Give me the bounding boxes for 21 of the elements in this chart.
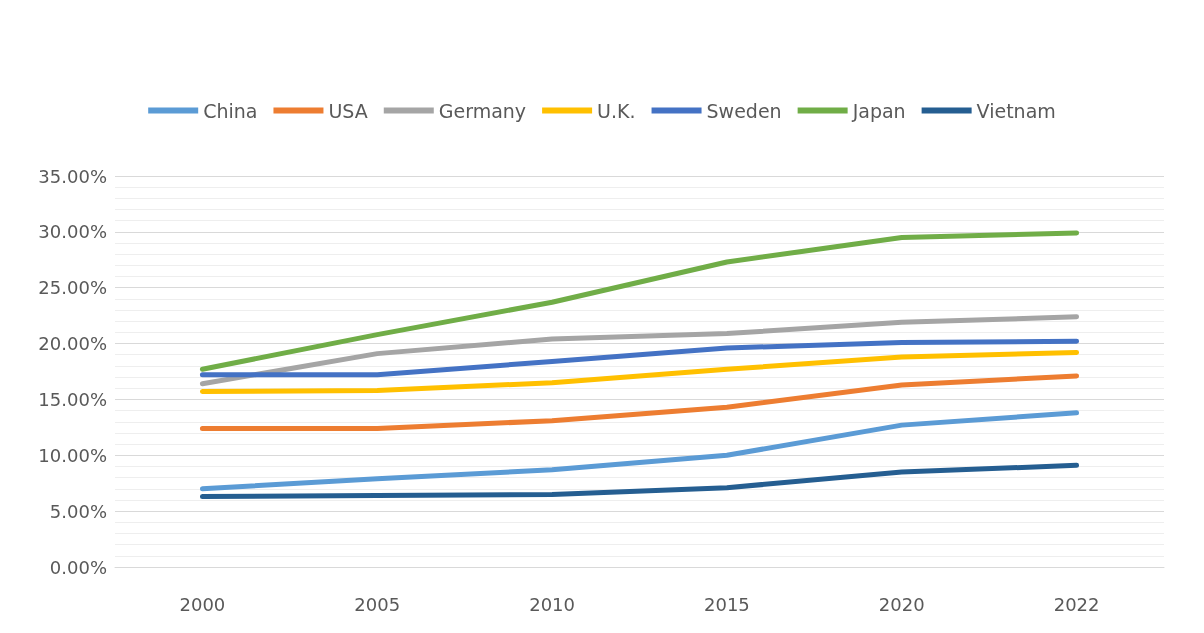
legend-label: Vietnam <box>976 99 1056 122</box>
y-tick-label: 0.00% <box>49 556 107 578</box>
y-tick-label: 5.00% <box>49 500 107 522</box>
legend-label: Japan <box>851 99 906 122</box>
x-tick-label: 2010 <box>529 593 575 615</box>
y-tick-label: 15.00% <box>38 388 107 410</box>
legend-label: USA <box>328 99 368 122</box>
legend-label: Germany <box>438 99 527 122</box>
y-tick-label: 25.00% <box>38 277 107 299</box>
x-tick-label: 2022 <box>1053 593 1100 615</box>
x-tick-label: 2005 <box>354 593 401 615</box>
legend-label: U.K. <box>597 99 636 122</box>
x-tick-label: 2000 <box>179 593 226 615</box>
y-tick-label: 20.00% <box>38 333 107 355</box>
legend-label: Sweden <box>706 99 782 122</box>
y-tick-label: 30.00% <box>38 221 107 243</box>
legend-label: China <box>203 99 258 122</box>
y-tick-label: 10.00% <box>38 444 107 466</box>
x-tick-label: 2015 <box>704 593 750 615</box>
x-tick-label: 2020 <box>878 593 925 615</box>
y-tick-label: 35.00% <box>38 165 107 187</box>
